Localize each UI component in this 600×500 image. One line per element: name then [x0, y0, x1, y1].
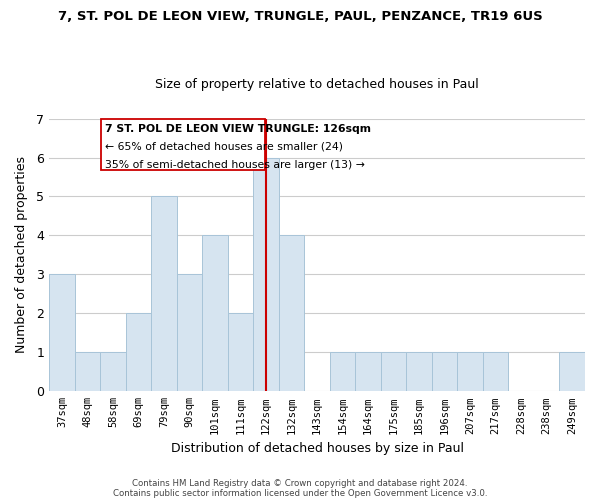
Bar: [49, 274, 75, 392]
Bar: [100, 352, 126, 392]
Bar: [228, 314, 253, 392]
Text: ← 65% of detached houses are smaller (24): ← 65% of detached houses are smaller (24…: [104, 142, 343, 152]
Title: Size of property relative to detached houses in Paul: Size of property relative to detached ho…: [155, 78, 479, 91]
Bar: [432, 352, 457, 392]
Bar: [177, 274, 202, 392]
Text: 7, ST. POL DE LEON VIEW, TRUNGLE, PAUL, PENZANCE, TR19 6US: 7, ST. POL DE LEON VIEW, TRUNGLE, PAUL, …: [58, 10, 542, 23]
Bar: [355, 352, 381, 392]
Bar: [330, 352, 355, 392]
Bar: [75, 352, 100, 392]
Bar: [457, 352, 483, 392]
Y-axis label: Number of detached properties: Number of detached properties: [15, 156, 28, 354]
Bar: [483, 352, 508, 392]
X-axis label: Distribution of detached houses by size in Paul: Distribution of detached houses by size …: [170, 442, 464, 455]
Bar: [202, 236, 228, 392]
Text: 35% of semi-detached houses are larger (13) →: 35% of semi-detached houses are larger (…: [104, 160, 364, 170]
Bar: [253, 158, 279, 392]
Bar: [101, 120, 265, 170]
Bar: [406, 352, 432, 392]
Bar: [381, 352, 406, 392]
Bar: [279, 236, 304, 392]
Bar: [126, 314, 151, 392]
Text: Contains public sector information licensed under the Open Government Licence v3: Contains public sector information licen…: [113, 488, 487, 498]
Bar: [559, 352, 585, 392]
Bar: [151, 196, 177, 392]
Text: 7 ST. POL DE LEON VIEW TRUNGLE: 126sqm: 7 ST. POL DE LEON VIEW TRUNGLE: 126sqm: [104, 124, 371, 134]
Text: Contains HM Land Registry data © Crown copyright and database right 2024.: Contains HM Land Registry data © Crown c…: [132, 478, 468, 488]
